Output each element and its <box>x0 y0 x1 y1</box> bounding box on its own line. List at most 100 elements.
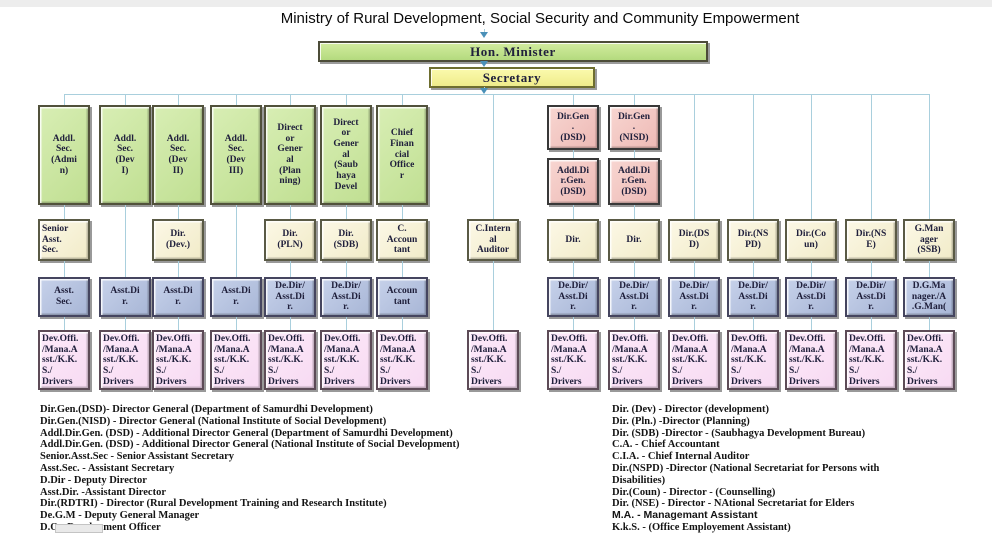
connector-line <box>871 261 872 277</box>
org-box-row3-col13: De.Dir/ Asst.Di r. <box>785 277 837 317</box>
connector-line <box>64 94 65 105</box>
org-box-row4-col1: Dev.Offi. /Mana.A sst./K.K. S./ Drivers <box>38 330 90 390</box>
connector-line <box>634 261 635 277</box>
org-box-row1-col1: Addl. Sec. (Admi n) <box>38 105 90 205</box>
connector-line <box>346 317 347 330</box>
org-box-row3-col3: Asst.Di r. <box>152 277 204 317</box>
org-box-row2-col1: Senior Asst. Sec. <box>38 219 90 261</box>
connector-line <box>236 94 237 105</box>
legend-item: C.A. - Chief Accountant <box>612 439 720 451</box>
org-box-row4-col4: Dev.Offi. /Mana.A sst./K.K. S./ Drivers <box>210 330 262 390</box>
connector-line <box>753 261 754 277</box>
connector-line <box>402 205 403 219</box>
org-box-row2-col5: Dir. (PLN) <box>264 219 316 261</box>
org-box-row4-col8: Dev.Offi. /Mana.A sst./K.K. S./ Drivers <box>467 330 519 390</box>
connector-line <box>753 94 754 219</box>
connector-line <box>346 205 347 219</box>
legend-item: Dir.(Coun) - Director - (Counselling) <box>612 486 776 498</box>
connector-line <box>125 94 126 105</box>
legend-item: Dir. (Dev) - Director (development) <box>612 404 769 415</box>
org-box-row2-col9: Dir. <box>547 219 599 261</box>
connector-line <box>694 317 695 330</box>
connector-line <box>493 94 494 219</box>
org-box-dirgen-tier1-col9: Dir.Gen . (DSD) <box>547 105 599 150</box>
connector-line <box>811 94 812 219</box>
connector-line <box>484 29 485 33</box>
org-box-row2-col8: C.Intern al Auditor <box>467 219 519 261</box>
connector-line <box>402 261 403 277</box>
connector-line <box>125 317 126 330</box>
legend-item: Senior.Asst.Sec - Senior Assistant Secre… <box>40 451 235 463</box>
org-box-row2-col11: Dir.(DS D) <box>668 219 720 261</box>
legend-left-column: Dir.Gen.(DSD)- Director General (Departm… <box>40 404 602 533</box>
legend-item: De.G.M - Deputy General Manager <box>40 510 200 522</box>
org-box-row3-col7: Accoun tant <box>376 277 428 317</box>
org-box-row4-col5: Dev.Offi. /Mana.A sst./K.K. S./ Drivers <box>264 330 316 390</box>
connector-line <box>236 205 237 277</box>
connector-line <box>64 317 65 330</box>
connector-line <box>929 317 930 330</box>
connector-line <box>178 205 179 219</box>
org-box-row3-col2: Asst.Di r. <box>99 277 151 317</box>
connector-line <box>573 150 574 158</box>
legend-item: Dir.(RDTRI) - Director (Rural Developmen… <box>40 498 387 510</box>
connector-line <box>573 205 574 219</box>
org-box-row4-col2: Dev.Offi. /Mana.A sst./K.K. S./ Drivers <box>99 330 151 390</box>
legend-item: Dir.Gen.(NISD) - Director General (Natio… <box>40 415 387 427</box>
connector-line <box>493 261 494 330</box>
org-box-row1-col3: Addl. Sec. (Dev II) <box>152 105 204 205</box>
org-box-row3-col15: D.G.Ma nager./A .G.Man( <box>903 277 955 317</box>
connector-line <box>290 205 291 219</box>
org-box-row1-col6: Direct or Gener al (Saub haya Devel <box>320 105 372 205</box>
legend-item: Dir. (SDB) -Director - (Saubhagya Develo… <box>612 427 866 439</box>
org-box-row4-col14: Dev.Offi. /Mana.A sst./K.K. S./ Drivers <box>845 330 897 390</box>
org-box-row3-col5: De.Dir/ Asst.Di r. <box>264 277 316 317</box>
org-box-row4-col15: Dev.Offi. /Mana.A sst./K.K. S./ Drivers <box>903 330 955 390</box>
connector-line <box>634 205 635 219</box>
connector-line <box>573 317 574 330</box>
org-box-row4-col6: Dev.Offi. /Mana.A sst./K.K. S./ Drivers <box>320 330 372 390</box>
connector-line <box>753 317 754 330</box>
org-box-dirgen-tier1-col10: Dir.Gen . (NISD) <box>608 105 660 150</box>
legend-item: Asst.Dir. -Assistant Director <box>40 486 166 498</box>
org-box-row1-col5: Direct or Gener al (Plan ning) <box>264 105 316 205</box>
org-box-dirgen-tier2-col9: Addl.Di r.Gen. (DSD) <box>547 158 599 205</box>
legend-item: Asst.Sec. - Assistant Secretary <box>40 462 175 474</box>
arrow-down-icon <box>480 61 488 67</box>
connector-line <box>346 261 347 277</box>
org-box-row3-col9: De.Dir/ Asst.Di r. <box>547 277 599 317</box>
connector-line <box>125 205 126 277</box>
connector-line <box>634 150 635 158</box>
connector-line <box>290 94 291 105</box>
org-box-row2-col13: Dir.(Co un) <box>785 219 837 261</box>
org-box-row4-col12: Dev.Offi. /Mana.A sst./K.K. S./ Drivers <box>727 330 779 390</box>
legend-item: C.I.A. - Chief Internal Auditor <box>612 451 750 463</box>
org-box-row3-col1: Asst. Sec. <box>38 277 90 317</box>
legend-item: Addl.Dir.Gen. (DSD) - Additional Directo… <box>40 427 453 439</box>
connector-line <box>634 317 635 330</box>
connector-line <box>694 94 695 219</box>
connector-line <box>929 261 930 277</box>
legend-right-column: Dir. (Dev) - Director (development) Dir. … <box>612 404 988 533</box>
arrow-down-icon <box>480 32 488 38</box>
legend-item: Dir. (Pln.) -Director (Planning) <box>612 415 750 427</box>
connector-line <box>811 261 812 277</box>
connector-line <box>573 261 574 277</box>
connector-line <box>290 261 291 277</box>
org-box-row4-col10: Dev.Offi. /Mana.A sst./K.K. S./ Drivers <box>608 330 660 390</box>
org-box-row3-col12: De.Dir/ Asst.Di r. <box>727 277 779 317</box>
org-box-row4-col9: Dev.Offi. /Mana.A sst./K.K. S./ Drivers <box>547 330 599 390</box>
page-edge-artifact <box>55 524 103 533</box>
org-box-row2-col7: C. Accoun tant <box>376 219 428 261</box>
org-box-row1-col2: Addl. Sec. (Dev I) <box>99 105 151 205</box>
legend-item: Dir.Gen.(DSD)- Director General (Departm… <box>40 404 373 415</box>
connector-line <box>634 94 635 105</box>
org-box-dirgen-tier2-col10: Addl.Di r.Gen. (DSD) <box>608 158 660 205</box>
legend-item: D.O - Development Officer <box>40 521 161 533</box>
connector-line <box>178 317 179 330</box>
secretary-box: Secretary <box>429 67 595 88</box>
bus-line <box>64 94 930 95</box>
connector-line <box>694 261 695 277</box>
connector-line <box>346 94 347 105</box>
legend-item: Dir. (NSE) - Director - NAtional Secreta… <box>612 498 855 510</box>
